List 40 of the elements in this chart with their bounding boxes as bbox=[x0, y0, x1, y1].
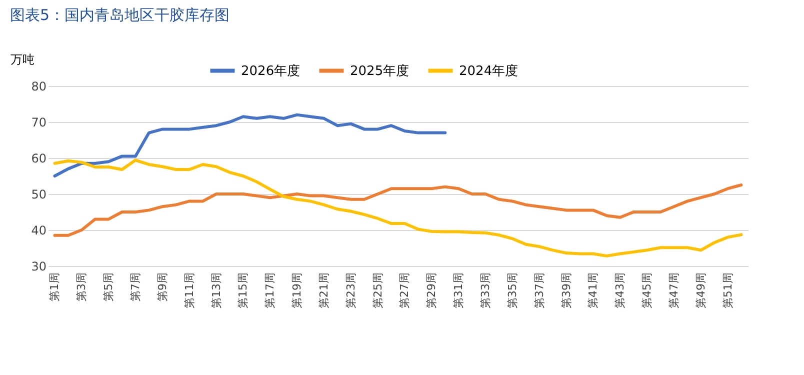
x-tick-label: 第33周 bbox=[479, 272, 492, 308]
legend-label: 2025年度 bbox=[350, 62, 410, 79]
x-tick-label: 第19周 bbox=[290, 272, 304, 308]
x-tick-label: 第31周 bbox=[452, 272, 466, 308]
x-tick-label: 第17周 bbox=[264, 272, 277, 308]
x-tick-label: 第27周 bbox=[398, 272, 412, 308]
y-tick-label: 30 bbox=[31, 260, 46, 274]
x-tick-label: 第21周 bbox=[317, 272, 330, 308]
x-tick-label: 第39周 bbox=[560, 272, 573, 308]
x-tick-label: 第9周 bbox=[156, 272, 169, 302]
y-axis-title: 万吨 bbox=[10, 52, 34, 66]
y-tick-label: 80 bbox=[31, 80, 46, 94]
line-series bbox=[53, 113, 447, 178]
x-tick-label: 第29周 bbox=[425, 272, 438, 308]
line-series bbox=[53, 158, 743, 258]
legend-label: 2024年度 bbox=[459, 62, 518, 79]
x-tick-label: 第45周 bbox=[640, 272, 654, 308]
y-tick-label: 50 bbox=[31, 188, 46, 202]
x-tick-label: 第35周 bbox=[506, 272, 519, 308]
line-series bbox=[53, 184, 743, 237]
y-tick-label: 70 bbox=[31, 116, 46, 130]
x-tick-label: 第7周 bbox=[129, 272, 142, 302]
y-tick-label: 60 bbox=[31, 152, 46, 166]
x-tick-label: 第37周 bbox=[532, 272, 546, 308]
x-tick-label: 第51周 bbox=[721, 272, 734, 308]
x-tick-label: 第47周 bbox=[667, 272, 680, 308]
legend-label: 2026年度 bbox=[241, 62, 300, 79]
x-tick-label: 第15周 bbox=[236, 272, 250, 308]
x-tick-label: 第1周 bbox=[48, 272, 62, 302]
x-tick-label: 第25周 bbox=[371, 272, 384, 308]
x-tick-label: 第41周 bbox=[586, 272, 600, 308]
x-tick-label: 第43周 bbox=[614, 272, 627, 308]
x-tick-label: 第5周 bbox=[102, 272, 116, 302]
x-tick-label: 第13周 bbox=[210, 272, 223, 308]
x-tick-label: 第11周 bbox=[182, 272, 196, 308]
x-tick-label: 第23周 bbox=[344, 272, 358, 308]
chart-title: 图表5：国内青岛地区干胶库存图 bbox=[10, 6, 230, 24]
x-tick-label: 第3周 bbox=[75, 272, 88, 302]
x-tick-label: 第49周 bbox=[694, 272, 708, 308]
y-tick-label: 40 bbox=[31, 224, 46, 238]
